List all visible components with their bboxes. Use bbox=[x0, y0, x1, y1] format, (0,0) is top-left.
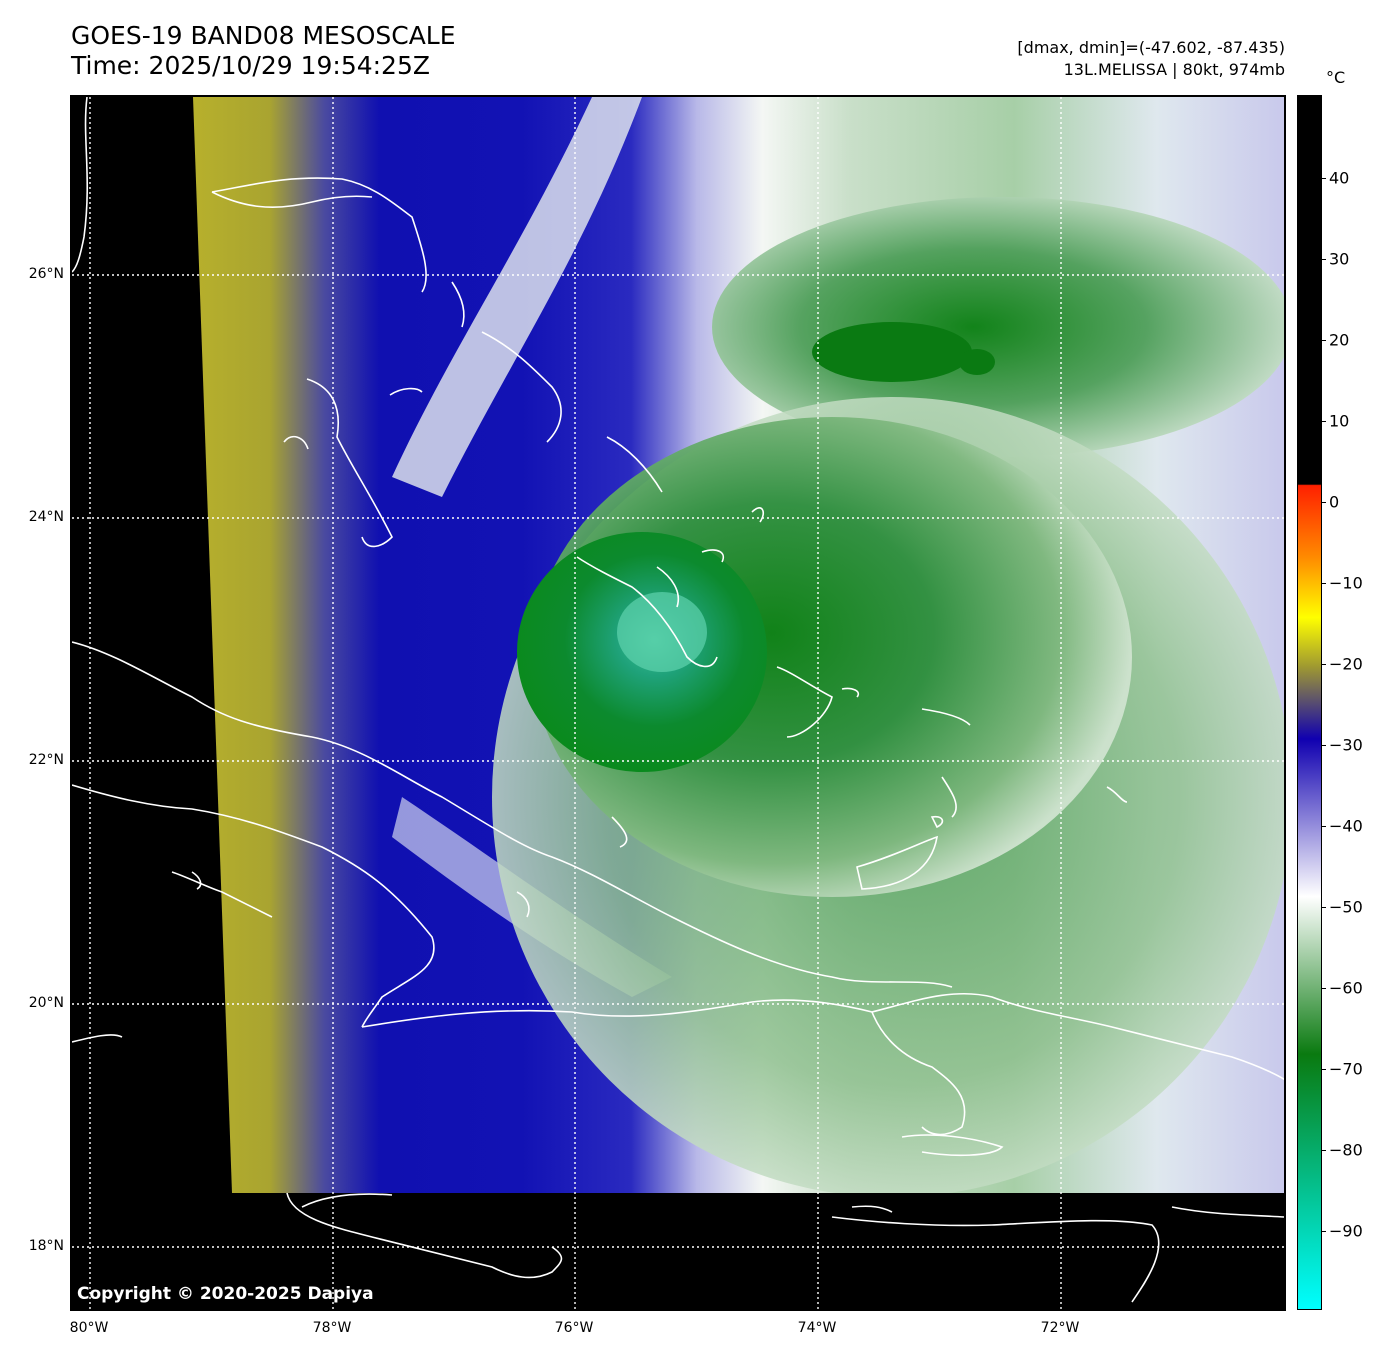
lat-label-20n: 20°N bbox=[28, 995, 64, 1011]
lat-label-22n: 22°N bbox=[28, 752, 64, 768]
colorbar-tick-mark bbox=[1322, 1150, 1326, 1151]
lon-label-74w: 74°W bbox=[797, 1320, 837, 1336]
colorbar-tick-label: −60 bbox=[1329, 978, 1363, 998]
colorbar-tick-mark bbox=[1322, 826, 1326, 827]
colorbar-unit: °C bbox=[1326, 68, 1346, 87]
colorbar-tick-label: 40 bbox=[1329, 168, 1350, 188]
coastlines bbox=[72, 97, 1284, 1303]
lon-label-72w: 72°W bbox=[1040, 1320, 1080, 1336]
storm-info: 13L.MELISSA | 80kt, 974mb bbox=[1063, 60, 1285, 79]
colorbar-tick-mark bbox=[1322, 259, 1326, 260]
imagery-layer bbox=[72, 97, 1284, 1309]
colorbar-tick-label: −10 bbox=[1329, 573, 1363, 593]
lat-label-24n: 24°N bbox=[28, 509, 64, 525]
chart-title: GOES-19 BAND08 MESOSCALE bbox=[71, 21, 456, 50]
colorbar-tick-label: 30 bbox=[1329, 249, 1350, 269]
colorbar-tick-mark bbox=[1322, 1231, 1326, 1232]
colorbar-tick-mark bbox=[1322, 664, 1326, 665]
time-stamp: Time: 2025/10/29 19:54:25Z bbox=[71, 51, 430, 80]
colorbar-tick-label: 0 bbox=[1329, 492, 1340, 512]
colorbar-tick-label: −50 bbox=[1329, 897, 1363, 917]
colorbar-tick-mark bbox=[1322, 178, 1326, 179]
colorbar-tick-mark bbox=[1322, 340, 1326, 341]
colorbar-tick-label: −90 bbox=[1329, 1221, 1363, 1241]
colorbar-tick-label: −40 bbox=[1329, 816, 1363, 836]
colorbar-tick-label: 20 bbox=[1329, 330, 1350, 350]
colorbar-tick-mark bbox=[1322, 583, 1326, 584]
colorbar-tick-mark bbox=[1322, 907, 1326, 908]
colorbar-tick-mark bbox=[1322, 988, 1326, 989]
lat-label-18n: 18°N bbox=[28, 1238, 64, 1254]
colorbar-tick-label: −70 bbox=[1329, 1059, 1363, 1079]
colorbar-tick-mark bbox=[1322, 421, 1326, 422]
colorbar-tick-label: −20 bbox=[1329, 654, 1363, 674]
colorbar-tick-label: −80 bbox=[1329, 1140, 1363, 1160]
lat-label-26n: 26°N bbox=[28, 266, 64, 282]
lon-label-76w: 76°W bbox=[554, 1320, 594, 1336]
colorbar-tick-label: 10 bbox=[1329, 411, 1350, 431]
lon-label-80w: 80°W bbox=[69, 1320, 109, 1336]
value-range: [dmax, dmin]=(-47.602, -87.435) bbox=[1017, 38, 1285, 57]
satellite-map bbox=[70, 95, 1286, 1311]
lon-label-78w: 78°W bbox=[312, 1320, 352, 1336]
colorbar-tick-mark bbox=[1322, 1069, 1326, 1070]
colorbar-tick-mark bbox=[1322, 502, 1326, 503]
colorbar-tick-label: −30 bbox=[1329, 735, 1363, 755]
colorbar-tick-mark bbox=[1322, 745, 1326, 746]
colorbar bbox=[1297, 95, 1322, 1310]
copyright-label: Copyright © 2020-2025 Dapiya bbox=[77, 1284, 374, 1304]
